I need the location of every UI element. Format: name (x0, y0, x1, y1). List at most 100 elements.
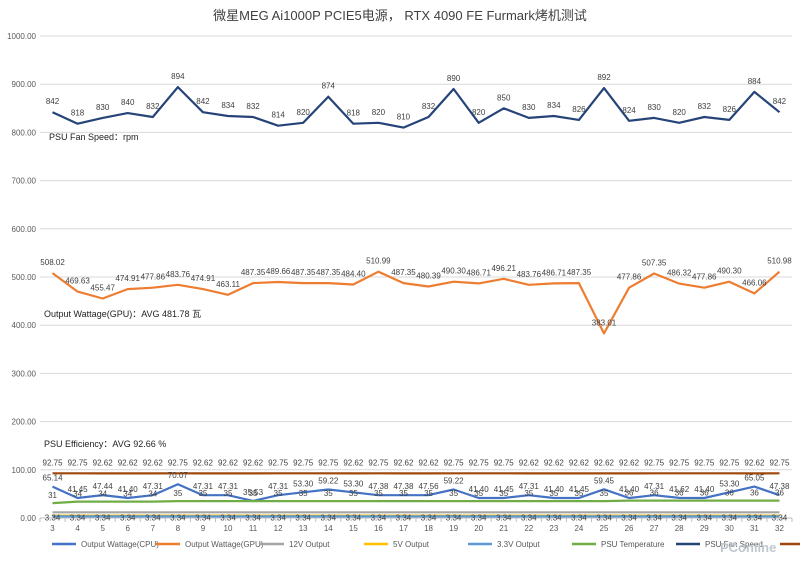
data-label-psu-fan-speed: 834 (547, 101, 561, 110)
y-tick-label: 600.00 (12, 225, 37, 234)
data-label-output-wattage-gpu: 487.35 (291, 268, 316, 277)
data-label-psu-efficiency: 92.75 (368, 458, 389, 467)
data-label-psu-fan-speed: 820 (372, 108, 386, 117)
data-label-output-wattage-cpu: 53.30 (719, 479, 740, 488)
data-label-psu-efficiency: 92.62 (243, 458, 264, 467)
data-label-3-3v-output: 3.34 (671, 513, 687, 522)
data-label-psu-fan-speed: 834 (221, 101, 235, 110)
x-tick-label: 26 (625, 524, 634, 533)
data-label-psu-fan-speed: 818 (347, 109, 361, 118)
data-label-psu-fan-speed: 832 (246, 102, 260, 111)
data-label-3-3v-output: 3.34 (346, 513, 362, 522)
data-label-output-wattage-gpu: 486.71 (466, 268, 491, 277)
data-label-psu-fan-speed: 842 (46, 97, 60, 106)
data-label-psu-temperature: 35 (574, 489, 583, 498)
data-label-psu-fan-speed: 894 (171, 72, 185, 81)
data-label-output-wattage-cpu: 70.07 (168, 471, 189, 480)
legend-label: 5V Output (393, 540, 430, 549)
data-label-output-wattage-gpu: 480.39 (416, 271, 441, 280)
data-label-psu-temperature: 35 (299, 489, 308, 498)
data-label-psu-temperature: 35 (249, 489, 258, 498)
data-label-3-3v-output: 3.34 (371, 513, 387, 522)
data-label-output-wattage-gpu: 466.06 (742, 278, 767, 287)
data-label-output-wattage-gpu: 510.99 (366, 257, 391, 266)
legend-label: Output Wattage(GPU) (185, 540, 264, 549)
data-label-psu-fan-speed: 832 (698, 102, 712, 111)
data-label-output-wattage-gpu: 487.35 (391, 268, 416, 277)
legend-label: 12V Output (289, 540, 330, 549)
data-label-psu-efficiency: 92.75 (719, 458, 740, 467)
x-tick-label: 5 (100, 524, 105, 533)
data-label-output-wattage-gpu: 477.86 (617, 273, 642, 282)
data-label-output-wattage-gpu: 486.71 (542, 268, 567, 277)
data-label-output-wattage-gpu: 483.76 (517, 270, 542, 279)
data-label-3-3v-output: 3.34 (220, 513, 236, 522)
data-label-psu-fan-speed: 840 (121, 98, 135, 107)
data-label-psu-temperature: 35 (524, 489, 533, 498)
data-label-psu-temperature: 31 (48, 491, 57, 500)
data-label-psu-temperature: 35 (173, 489, 182, 498)
series-layer (53, 87, 780, 516)
data-label-psu-fan-speed: 830 (522, 103, 536, 112)
x-tick-label: 11 (249, 524, 258, 533)
legend-label: PSU Temperature (601, 540, 665, 549)
chart-title: 微星MEG Ai1000P PCIE5电源， RTX 4090 FE Furma… (213, 8, 587, 23)
x-tick-label: 27 (650, 524, 659, 533)
data-label-psu-temperature: 34 (73, 490, 82, 499)
data-label-3-3v-output: 3.34 (446, 513, 462, 522)
watermark: PConline (720, 540, 776, 555)
data-label-psu-fan-speed: 890 (447, 74, 461, 83)
x-tick-label: 23 (549, 524, 558, 533)
data-label-psu-efficiency: 92.75 (268, 458, 289, 467)
data-label-psu-efficiency: 92.75 (168, 458, 189, 467)
data-label-psu-efficiency: 92.62 (594, 458, 615, 467)
x-tick-label: 29 (700, 524, 709, 533)
x-tick-label: 13 (299, 524, 308, 533)
data-label-psu-fan-speed: 820 (472, 108, 486, 117)
data-label-output-wattage-cpu: 59.22 (318, 476, 339, 485)
data-label-3-3v-output: 3.34 (722, 513, 738, 522)
data-label-psu-fan-speed: 832 (422, 102, 436, 111)
series-line-psu-fan-speed (53, 87, 780, 128)
data-label-psu-temperature: 34 (98, 490, 107, 499)
x-tick-label: 28 (675, 524, 684, 533)
data-label-3-3v-output: 3.34 (170, 513, 186, 522)
data-label-3-3v-output: 3.34 (45, 513, 61, 522)
data-label-output-wattage-gpu: 469.63 (65, 277, 90, 286)
data-label-3-3v-output: 3.34 (70, 513, 86, 522)
data-label-output-wattage-gpu: 474.91 (191, 274, 216, 283)
data-label-psu-temperature: 35 (549, 489, 558, 498)
data-label-3-3v-output: 3.34 (621, 513, 637, 522)
x-tick-label: 14 (324, 524, 333, 533)
series-line-psu-temperature (53, 501, 780, 504)
data-label-psu-temperature: 35 (424, 489, 433, 498)
x-tick-label: 4 (75, 524, 80, 533)
y-tick-label: 1000.00 (7, 32, 36, 41)
data-label-3-3v-output: 3.34 (546, 513, 562, 522)
efficiency-annotation: PSU Efficiency：AVG 92.66 % (44, 439, 166, 449)
data-label-3-3v-output: 3.34 (120, 513, 136, 522)
data-label-output-wattage-gpu: 474.91 (115, 274, 140, 283)
data-label-psu-efficiency: 92.62 (143, 458, 164, 467)
data-label-3-3v-output: 3.34 (396, 513, 412, 522)
data-label-psu-fan-speed: 832 (146, 102, 160, 111)
data-label-output-wattage-gpu: 477.86 (141, 273, 166, 282)
y-tick-label: 500.00 (12, 273, 37, 282)
y-tick-label: 700.00 (12, 177, 37, 186)
data-label-3-3v-output: 3.34 (95, 513, 111, 522)
data-label-3-3v-output: 3.34 (245, 513, 261, 522)
data-label-psu-fan-speed: 830 (647, 103, 661, 112)
legend-label: Output Wattage(CPU) (81, 540, 159, 549)
data-label-3-3v-output: 3.34 (696, 513, 712, 522)
data-label-psu-temperature: 36 (725, 489, 734, 498)
data-label-psu-efficiency: 92.75 (444, 458, 465, 467)
x-tick-label: 9 (201, 524, 206, 533)
data-label-psu-temperature: 35 (399, 489, 408, 498)
data-label-3-3v-output: 3.34 (772, 513, 788, 522)
data-label-psu-efficiency: 92.75 (669, 458, 690, 467)
data-label-psu-efficiency: 92.62 (519, 458, 540, 467)
data-label-output-wattage-gpu: 489.66 (266, 267, 291, 276)
data-label-output-wattage-gpu: 483.76 (166, 270, 191, 279)
data-label-output-wattage-gpu: 496.21 (491, 264, 516, 273)
